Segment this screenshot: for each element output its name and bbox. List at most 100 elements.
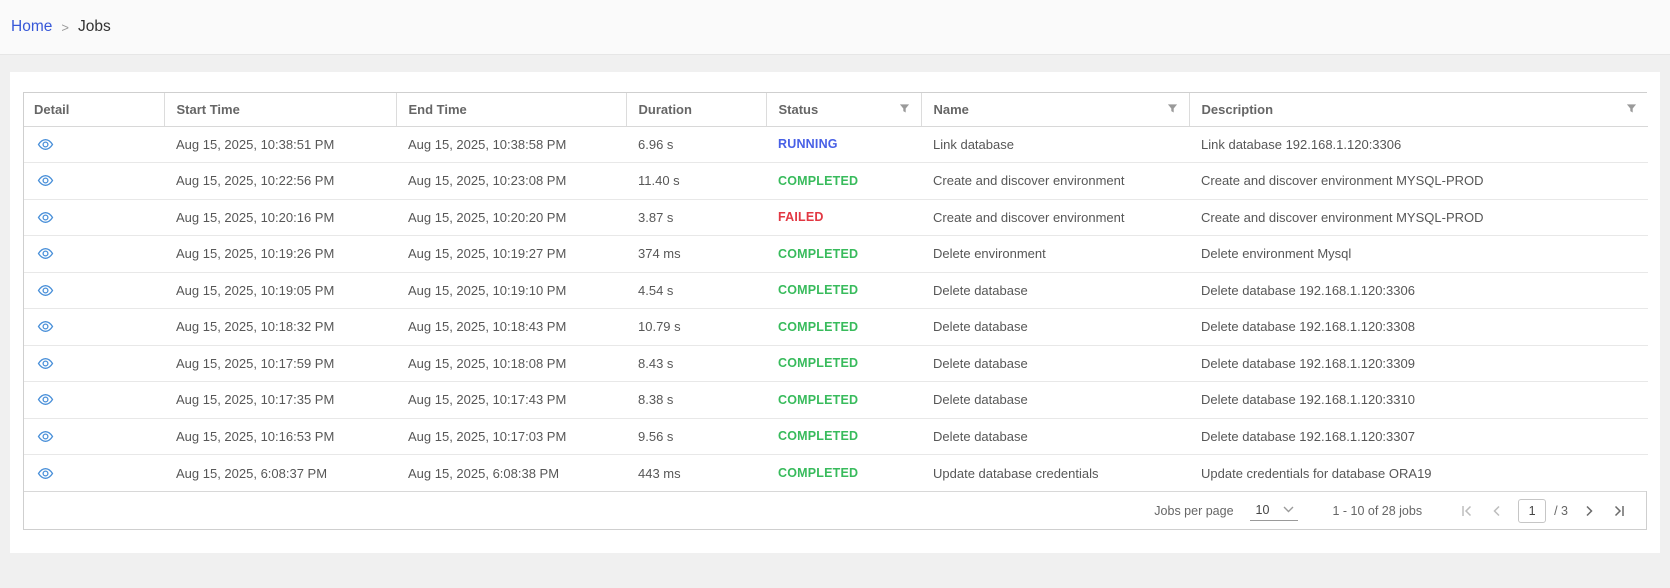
breadcrumb-home-link[interactable]: Home <box>11 18 53 35</box>
column-header-start-time: Start Time <box>163 93 396 127</box>
column-header-label: Description <box>1201 101 1274 117</box>
cell-detail <box>24 272 164 309</box>
cell-description: Delete database 192.168.1.120:3306 <box>1189 272 1648 309</box>
column-header-status: Status <box>765 93 921 127</box>
page-number-input[interactable] <box>1518 498 1547 523</box>
cell-name: Delete environment <box>921 235 1189 273</box>
jobs-per-page-value: 10 <box>1255 502 1270 517</box>
cell-description: Create and discover environment MYSQL-PR… <box>1189 162 1648 200</box>
column-header-name: Name <box>920 93 1189 127</box>
cell-name: Delete database <box>921 381 1189 419</box>
breadcrumb: Home > Jobs <box>0 0 1670 55</box>
column-header-duration: Duration <box>625 93 766 127</box>
cell-status: COMPLETED <box>766 235 921 273</box>
column-header-label: Status <box>778 101 819 117</box>
view-detail-eye-icon[interactable] <box>37 319 54 334</box>
cell-end-time: Aug 15, 2025, 10:38:58 PM <box>396 126 626 163</box>
cell-end-time: Aug 15, 2025, 10:19:27 PM <box>396 235 626 273</box>
cell-start-time: Aug 15, 2025, 10:16:53 PM <box>164 418 396 455</box>
table-row: Aug 15, 2025, 10:22:56 PM Aug 15, 2025, … <box>24 162 1648 200</box>
view-detail-eye-icon[interactable] <box>37 466 54 481</box>
view-detail-eye-icon[interactable] <box>37 429 54 444</box>
view-detail-eye-icon[interactable] <box>37 246 54 261</box>
cell-start-time: Aug 15, 2025, 10:20:16 PM <box>164 199 396 236</box>
filter-icon[interactable] <box>899 103 910 114</box>
view-detail-eye-icon[interactable] <box>37 173 54 188</box>
cell-duration: 443 ms <box>626 454 766 491</box>
cell-end-time: Aug 15, 2025, 10:17:43 PM <box>396 381 626 419</box>
cell-status: COMPLETED <box>766 345 921 382</box>
last-page-icon <box>1614 505 1624 516</box>
cell-duration: 8.43 s <box>626 345 766 382</box>
column-header-description: Description <box>1188 93 1648 127</box>
pager-controls: / 3 <box>1454 498 1632 523</box>
filter-icon[interactable] <box>1167 103 1178 114</box>
chevron-right-icon <box>1586 505 1593 516</box>
column-header-detail: Detail <box>24 93 164 127</box>
column-header-label: Start Time <box>176 101 240 117</box>
cell-end-time: Aug 15, 2025, 10:17:03 PM <box>396 418 626 455</box>
cell-description: Link database 192.168.1.120:3306 <box>1189 126 1648 163</box>
table-row: Aug 15, 2025, 10:19:26 PM Aug 15, 2025, … <box>24 235 1648 273</box>
table-row: Aug 15, 2025, 10:18:32 PM Aug 15, 2025, … <box>24 308 1648 346</box>
jobs-table: Detail Start Time End Time Duration Status Na… <box>24 93 1648 491</box>
cell-detail <box>24 381 164 419</box>
filter-icon[interactable] <box>1626 103 1637 114</box>
pagination-range-text: 1 - 10 of 28 jobs <box>1332 503 1423 518</box>
cell-name: Update database credentials <box>921 454 1189 491</box>
jobs-table-frame: Detail Start Time End Time Duration Status Na… <box>23 92 1648 530</box>
table-row: Aug 15, 2025, 10:17:35 PM Aug 15, 2025, … <box>24 381 1648 419</box>
table-row: Aug 15, 2025, 10:19:05 PM Aug 15, 2025, … <box>24 272 1648 309</box>
last-page-button[interactable] <box>1606 500 1632 522</box>
table-row: Aug 15, 2025, 10:20:16 PM Aug 15, 2025, … <box>24 199 1648 236</box>
first-page-button[interactable] <box>1454 500 1480 522</box>
cell-status: RUNNING <box>766 126 921 163</box>
column-header-label: Detail <box>34 101 70 117</box>
cell-duration: 374 ms <box>626 235 766 273</box>
cell-name: Delete database <box>921 345 1189 382</box>
cell-name: Delete database <box>921 272 1189 309</box>
cell-name: Link database <box>921 126 1189 163</box>
cell-start-time: Aug 15, 2025, 10:19:26 PM <box>164 235 396 273</box>
table-row: Aug 15, 2025, 6:08:37 PM Aug 15, 2025, 6… <box>24 454 1648 491</box>
cell-duration: 4.54 s <box>626 272 766 309</box>
cell-duration: 8.38 s <box>626 381 766 419</box>
cell-duration: 11.40 s <box>626 162 766 200</box>
table-header: Detail Start Time End Time Duration Status Na… <box>24 93 1648 127</box>
table-row: Aug 15, 2025, 10:38:51 PM Aug 15, 2025, … <box>24 126 1648 163</box>
jobs-per-page-select[interactable]: 10 <box>1249 501 1299 521</box>
breadcrumb-separator-icon: > <box>61 19 69 35</box>
cell-duration: 10.79 s <box>626 308 766 346</box>
cell-detail <box>24 418 164 455</box>
cell-status: COMPLETED <box>766 162 921 200</box>
cell-name: Delete database <box>921 418 1189 455</box>
breadcrumb-current-page: Jobs <box>77 18 111 35</box>
cell-start-time: Aug 15, 2025, 10:17:35 PM <box>164 381 396 419</box>
cell-status: COMPLETED <box>766 454 921 491</box>
column-header-label: Duration <box>638 101 692 117</box>
cell-start-time: Aug 15, 2025, 10:18:32 PM <box>164 308 396 346</box>
cell-end-time: Aug 15, 2025, 6:08:38 PM <box>396 454 626 491</box>
cell-name: Create and discover environment <box>921 162 1189 200</box>
cell-start-time: Aug 15, 2025, 10:22:56 PM <box>164 162 396 200</box>
chevron-left-icon <box>1493 505 1500 516</box>
cell-description: Create and discover environment MYSQL-PR… <box>1189 199 1648 236</box>
cell-duration: 3.87 s <box>626 199 766 236</box>
total-pages-label: / 3 <box>1554 503 1568 518</box>
view-detail-eye-icon[interactable] <box>37 137 54 152</box>
view-detail-eye-icon[interactable] <box>37 356 54 371</box>
previous-page-button[interactable] <box>1484 500 1510 522</box>
cell-description: Delete database 192.168.1.120:3308 <box>1189 308 1648 346</box>
view-detail-eye-icon[interactable] <box>37 210 54 225</box>
column-header-label: Name <box>933 101 969 117</box>
cell-description: Delete database 192.168.1.120:3309 <box>1189 345 1648 382</box>
cell-detail <box>24 308 164 346</box>
view-detail-eye-icon[interactable] <box>37 392 54 407</box>
view-detail-eye-icon[interactable] <box>37 283 54 298</box>
jobs-panel: Detail Start Time End Time Duration Status Na… <box>10 72 1660 553</box>
jobs-per-page-label: Jobs per page <box>1154 503 1234 518</box>
cell-description: Delete environment Mysql <box>1189 235 1648 273</box>
next-page-button[interactable] <box>1576 500 1602 522</box>
cell-status: COMPLETED <box>766 308 921 346</box>
cell-duration: 9.56 s <box>626 418 766 455</box>
